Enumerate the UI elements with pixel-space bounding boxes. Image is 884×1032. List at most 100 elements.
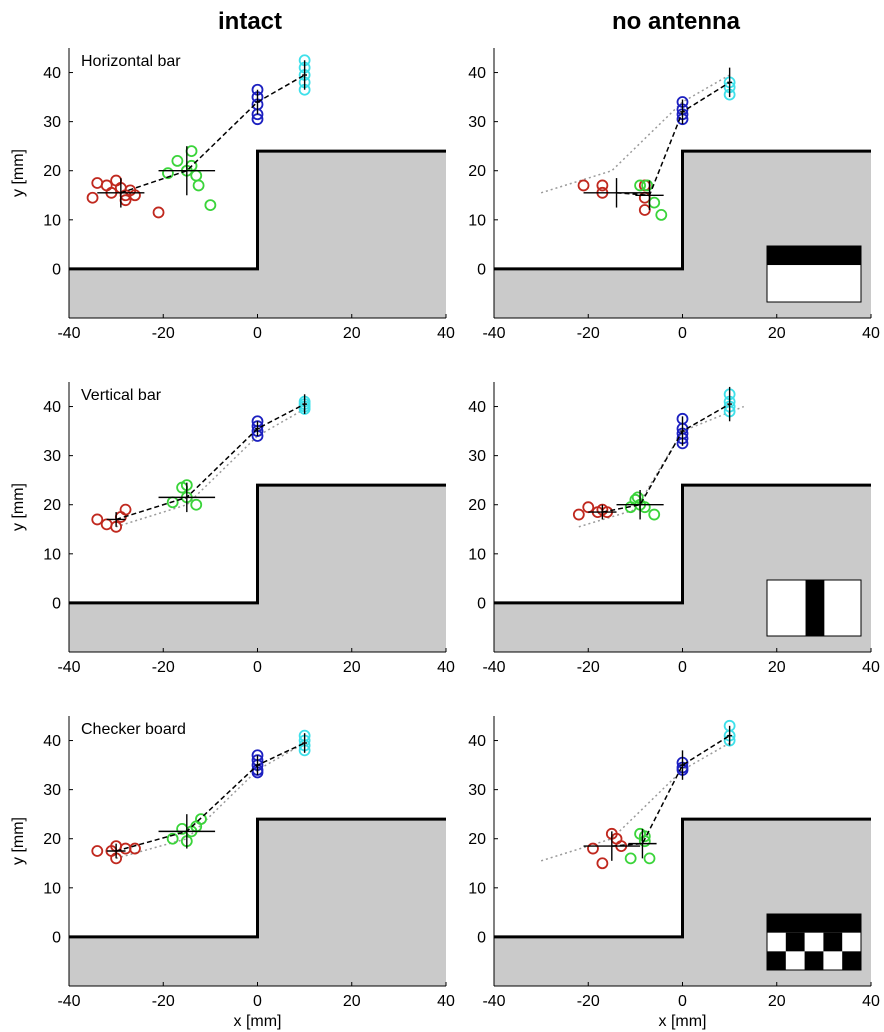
y-tick-label: 40 xyxy=(468,65,486,82)
data-point-green xyxy=(185,145,198,157)
inset-black-bar xyxy=(805,580,825,636)
reference-path xyxy=(115,742,305,860)
x-tick-label: 40 xyxy=(437,325,455,342)
y-tick-label: 20 xyxy=(43,163,61,180)
x-tick-label: -40 xyxy=(57,325,80,342)
data-point-green xyxy=(634,179,646,192)
x-tick-label: -40 xyxy=(482,993,505,1010)
data-point-green xyxy=(624,852,637,865)
y-tick-label: 30 xyxy=(43,114,61,131)
x-axis-label: x [mm] xyxy=(659,1013,707,1030)
data-point-red xyxy=(86,191,99,204)
data-point-red xyxy=(129,842,141,855)
data-point-red xyxy=(596,179,609,192)
data-point-green xyxy=(648,508,661,521)
obstacle-edge xyxy=(494,483,871,605)
mean-path xyxy=(115,742,305,852)
column-title-no-antenna: no antenna xyxy=(612,8,741,35)
obstacle-edge xyxy=(494,817,871,939)
pattern-inset-checker xyxy=(766,913,862,971)
x-tick-label: -20 xyxy=(577,659,600,676)
y-tick-label: 20 xyxy=(43,831,61,848)
x-tick-label: 0 xyxy=(253,659,262,676)
y-tick-label: 20 xyxy=(468,497,486,514)
y-tick-label: 0 xyxy=(477,261,486,278)
x-tick-label: -40 xyxy=(57,993,80,1010)
data-point-green xyxy=(655,209,668,221)
mean-path xyxy=(115,403,305,521)
mean-path xyxy=(611,735,731,847)
y-tick-label: 0 xyxy=(52,261,61,278)
x-tick-label: 0 xyxy=(678,659,687,676)
panel-checker-intact: -40 -20 0 20 40 0 10 20 30 40 y [mm] x [mm] Checker … xyxy=(10,716,455,1030)
y-tick-label: 40 xyxy=(468,733,486,750)
x-tick-label: -20 xyxy=(152,993,175,1010)
data-point-green xyxy=(195,813,207,825)
data-point-red xyxy=(91,845,104,857)
y-tick-label: 30 xyxy=(468,448,486,465)
x-tick-label: 20 xyxy=(343,659,361,676)
data-point-green xyxy=(648,196,661,209)
x-tick-label: 20 xyxy=(768,325,786,342)
y-tick-label: 20 xyxy=(468,163,486,180)
mean-path xyxy=(602,403,730,513)
panel-title: Horizontal bar xyxy=(81,53,181,70)
x-tick-label: 0 xyxy=(678,993,687,1010)
data-point-red xyxy=(100,518,113,531)
inset-checker-square xyxy=(767,951,786,970)
panel-vertical-noantenna: -40 -20 0 20 40 0 10 20 30 40 xyxy=(468,382,880,676)
data-point-red xyxy=(129,189,141,202)
data-point-red xyxy=(638,204,651,216)
y-tick-label: 10 xyxy=(43,546,61,563)
x-tick-label: 0 xyxy=(253,325,262,342)
inset-checker-square xyxy=(823,932,843,952)
x-tick-label: 20 xyxy=(768,659,786,676)
pattern-inset-vertical xyxy=(766,579,862,637)
panel-vertical-intact: -40 -20 0 20 40 0 10 20 30 40 y [mm] Vertical bar xyxy=(10,382,455,676)
x-tick-label: 40 xyxy=(862,659,880,676)
data-point-red xyxy=(577,179,590,192)
y-tick-label: 20 xyxy=(468,831,486,848)
data-point-green xyxy=(638,830,651,843)
x-tick-label: -20 xyxy=(577,325,600,342)
data-point-red xyxy=(91,513,104,526)
y-tick-label: 0 xyxy=(52,595,61,612)
x-tick-label: 20 xyxy=(768,993,786,1010)
x-tick-label: 20 xyxy=(343,993,361,1010)
data-point-red xyxy=(587,842,599,855)
y-tick-label: 40 xyxy=(43,733,61,750)
data-point-green xyxy=(643,852,656,865)
y-tick-label: 30 xyxy=(468,114,486,131)
obstacle-edge xyxy=(69,149,446,271)
x-tick-label: 0 xyxy=(678,325,687,342)
inset-checker-square xyxy=(804,951,824,970)
x-tick-label: 40 xyxy=(437,659,455,676)
data-point-red xyxy=(110,174,123,187)
y-tick-label: 30 xyxy=(43,448,61,465)
inset-checker-square xyxy=(842,951,861,970)
data-point-green xyxy=(162,167,174,180)
y-tick-label: 20 xyxy=(43,497,61,514)
y-tick-label: 40 xyxy=(468,399,486,416)
data-point-red xyxy=(572,508,585,521)
y-axis-label: y [mm] xyxy=(10,483,27,531)
x-tick-label: 20 xyxy=(343,325,361,342)
y-tick-label: 0 xyxy=(477,929,486,946)
obstacle-edge xyxy=(494,149,871,271)
data-point-green xyxy=(638,835,651,848)
panel-horizontal-noantenna: -40 -20 0 20 40 0 10 20 30 40 xyxy=(468,48,880,342)
x-tick-label: -40 xyxy=(57,659,80,676)
data-point-red xyxy=(152,206,165,219)
data-point-green xyxy=(641,179,654,192)
y-axis-label: y [mm] xyxy=(10,149,27,197)
y-tick-label: 10 xyxy=(468,546,486,563)
panel-horizontal-intact: -40 -20 0 20 40 0 10 20 30 40 y [mm] Horizontal bar xyxy=(10,48,455,342)
data-point-green xyxy=(631,491,644,504)
inset-black-bar xyxy=(767,914,861,933)
data-point-red xyxy=(91,177,104,189)
y-tick-label: 0 xyxy=(52,929,61,946)
pattern-inset-horizontal xyxy=(766,245,862,303)
data-point-green xyxy=(192,179,205,192)
data-point-red xyxy=(582,501,595,514)
